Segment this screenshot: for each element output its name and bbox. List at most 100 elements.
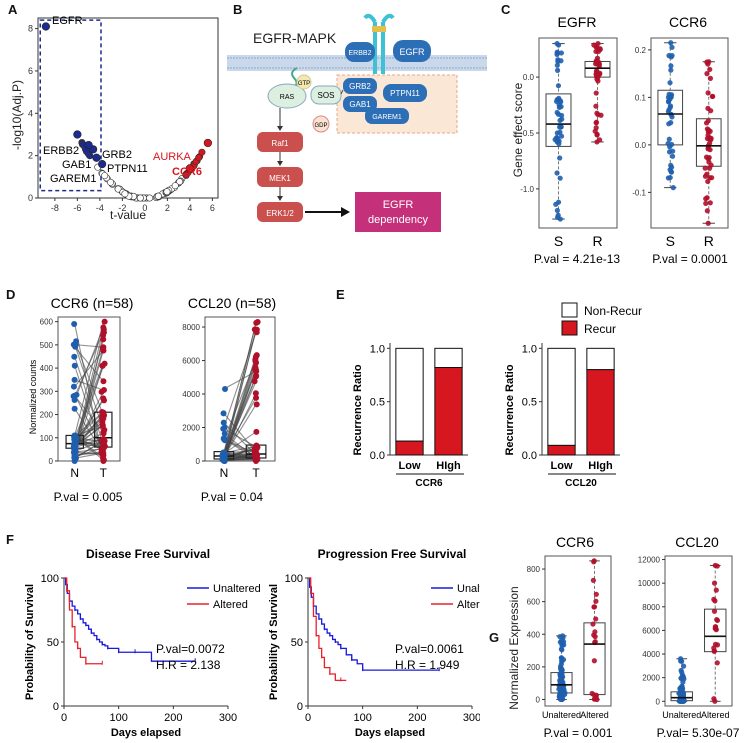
pathway-diagram: B EGFR-MAPK ERBB2 EGFR GRB2 PTPN11 GAB1 … [227, 2, 487, 232]
D1-point [100, 415, 107, 422]
C2-point [668, 63, 674, 69]
D1-point [100, 395, 107, 402]
G1-point [559, 657, 565, 663]
node-grb2: GRB2 [349, 82, 371, 91]
arrowhead-1 [277, 126, 283, 131]
C2-point [704, 171, 710, 177]
F1-x-tick-label: 300 [219, 712, 237, 724]
C2-point [666, 149, 673, 155]
D1-point [99, 439, 106, 446]
node-ras: RAS [280, 94, 295, 101]
G2-point [714, 617, 720, 623]
volcano-point [121, 190, 129, 198]
node-gtp-shape [296, 74, 312, 90]
D1-y-tick-label: 600 [40, 318, 54, 327]
C1-point [557, 155, 563, 161]
D2-point [253, 428, 260, 435]
G1-y-tick-label: 200 [527, 663, 541, 672]
F2-curve-unaltered [308, 577, 440, 671]
f2-pval: P.val=0.0061 [395, 642, 464, 656]
f1-x-label: Days elapsed [111, 727, 181, 739]
C1-point [555, 83, 562, 89]
D2-pair-line [223, 413, 257, 453]
D1-point [73, 391, 80, 398]
G1-point [591, 559, 597, 565]
f1-legend-altered: Altered [213, 599, 248, 611]
G2-point [681, 663, 687, 669]
panel-label-a: A [8, 2, 18, 17]
C2-point [708, 162, 714, 168]
D2-pair-line [223, 422, 257, 456]
panel-d: D CCR6 (n=58) CCL20 (n=58) Normalized co… [0, 285, 285, 510]
label-aurka: AURKA [153, 151, 192, 163]
C2-point [668, 40, 674, 46]
label-grb2: GRB2 [102, 149, 132, 161]
f2-title: Progression Free Survival [318, 547, 467, 561]
label-ccr6: CCR6 [172, 166, 202, 178]
D2-point [222, 386, 229, 392]
gene-effect-boxplots: C EGFR CCR6 Gene effect score -1.0 -0.5 0.… [501, 2, 729, 266]
f2-legend-altered: Altered [457, 599, 480, 611]
G1-point [593, 616, 599, 622]
e-CCL20-x-label: Low [551, 460, 573, 472]
paired-expression-plots: D CCR6 (n=58) CCL20 (n=58) Normalized co… [6, 287, 276, 504]
C1-x-label: R [592, 233, 602, 249]
volcano-highlight-box [39, 19, 102, 192]
C2-point [705, 220, 711, 226]
volcano-y-label: -log10(Adj.P) [10, 80, 24, 150]
node-erbb2: ERBB2 [349, 50, 372, 57]
D1-pair-line [74, 448, 104, 453]
C2-point [669, 114, 675, 120]
panel-label-e: E [336, 287, 345, 302]
F2-x-tick-label: 100 [353, 712, 371, 724]
C1-point [553, 201, 559, 207]
volcano-y-tick-label: 4 [28, 108, 33, 118]
C2-point [667, 174, 673, 181]
F1-curve-altered [64, 577, 103, 665]
C1-frame [538, 37, 618, 229]
C1-point [597, 71, 603, 77]
volcano-y-tick-label: 8 [28, 24, 33, 34]
G1-point [557, 691, 563, 697]
D1-y-tick-label: 300 [40, 387, 54, 396]
C1-point [554, 62, 560, 68]
C1-point [554, 170, 560, 176]
C2-point [666, 121, 672, 127]
D2-y-tick-label: 0 [196, 457, 201, 466]
node-mek1-shape [257, 167, 303, 187]
volcano-point [154, 192, 162, 200]
C1-point [558, 50, 564, 56]
C1-point [593, 44, 599, 50]
e2-y-label: Recurrence Ratio [504, 364, 516, 455]
C1-point [593, 103, 599, 109]
G1-point [558, 678, 564, 684]
G1-y-tick-label: 400 [527, 630, 541, 639]
G2-point [679, 669, 685, 675]
label-gab1: GAB1 [62, 159, 91, 171]
e-CCR6-bar-nonrecur-Low [395, 347, 424, 442]
G2-point [711, 608, 718, 614]
F1-y-tick-label: 100 [41, 573, 59, 585]
D1-y-tick-label: 200 [40, 411, 54, 420]
e-CCL20-bar-recur-Low [547, 444, 576, 456]
volcano-point-ptpn11 [92, 153, 101, 162]
G2-point [712, 598, 718, 604]
C1-point [554, 139, 560, 145]
e-CCL20-bar-nonrecur-HIgh [586, 347, 615, 371]
C1-point [554, 207, 560, 214]
f1-pval: P.val=0.0072 [156, 642, 225, 656]
G1-point [593, 692, 599, 698]
f2-hr: H.R = 1.949 [395, 658, 460, 672]
C1-point [593, 90, 599, 96]
arrowhead-3 [277, 196, 283, 201]
node-erk12: ERK1/2 [266, 209, 294, 218]
node-gab1-shape [343, 96, 377, 112]
panel-a: A -log10(Adj.P) t-value -8 -6 -4 -2 0 2 4 6 0 2 4 6… [0, 0, 225, 225]
C1-point [554, 51, 560, 58]
e-CCL20-y-tick-label: 1.0 [522, 343, 537, 355]
F1-y-tick-label: 50 [47, 637, 59, 649]
G2-point [711, 580, 718, 586]
e-CCR6-group-label: CCR6 [415, 478, 443, 489]
c2-pval: P.val = 0.0001 [652, 252, 728, 266]
dependency-line-2: dependency [368, 214, 428, 226]
